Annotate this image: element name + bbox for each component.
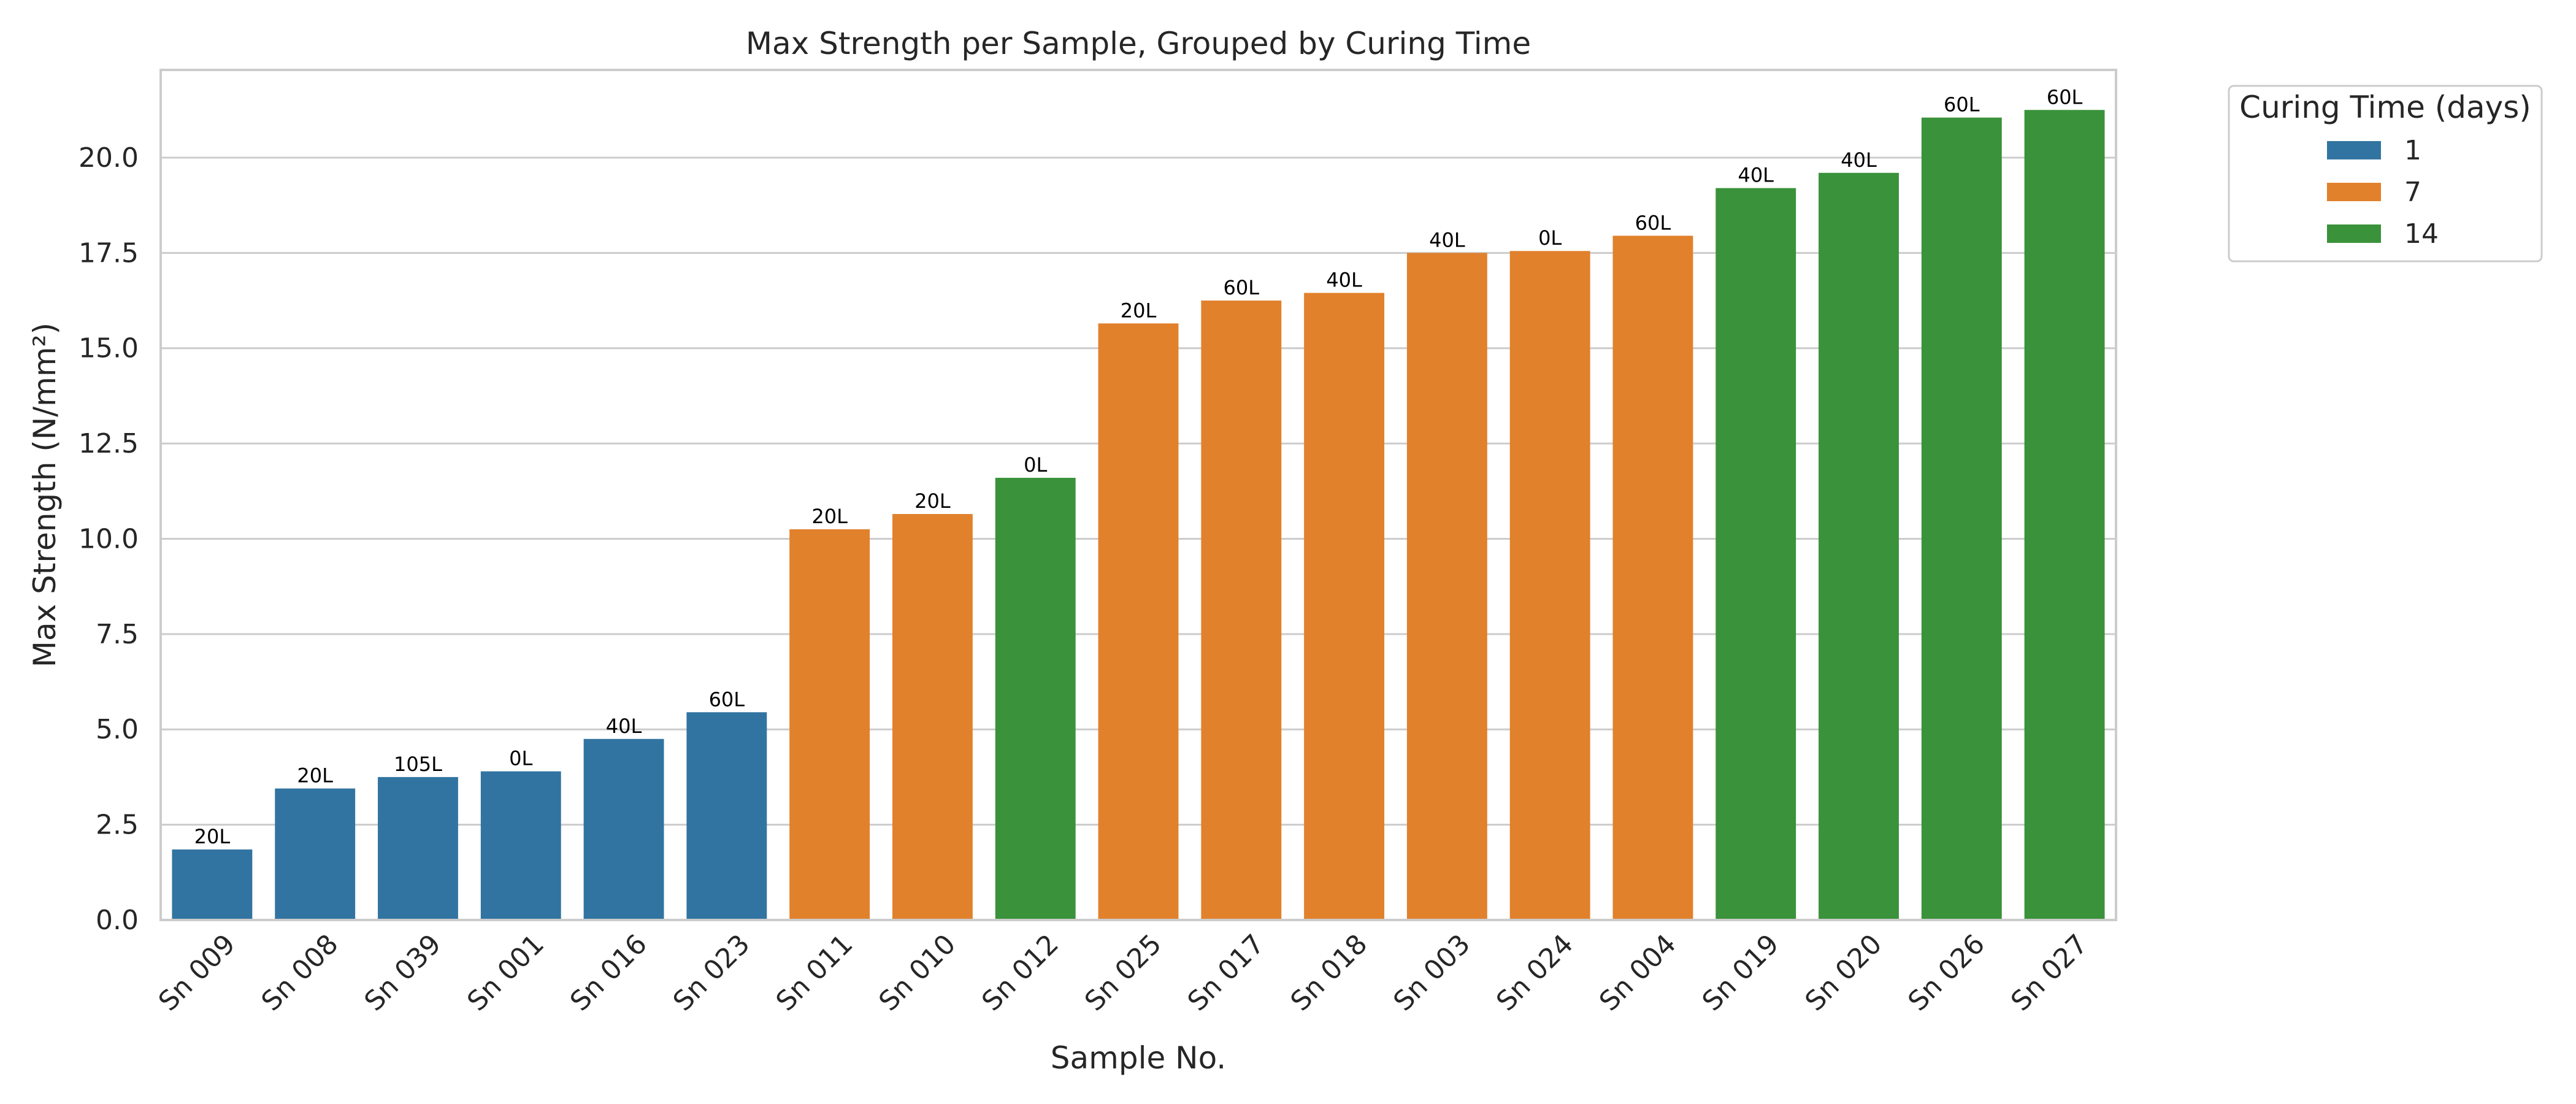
- plot-frame: [159, 69, 2117, 921]
- bar-value-label: 40L: [1326, 269, 1362, 292]
- bar: [1304, 293, 1385, 920]
- bar-value-label: 0L: [1538, 226, 1562, 250]
- bar-value-label: 0L: [509, 747, 532, 770]
- bar: [1098, 323, 1179, 920]
- x-axis-label: Sample No.: [1051, 1040, 1226, 1076]
- bar-value-label: 60L: [2047, 85, 2083, 109]
- bar-value-label: 20L: [1121, 299, 1157, 322]
- bar: [480, 771, 561, 920]
- bar-value-label: 20L: [297, 764, 333, 788]
- legend-box: [2228, 85, 2543, 263]
- y-tick-label: 20.0: [79, 142, 139, 174]
- bar-value-label: 40L: [606, 715, 642, 738]
- bar: [1612, 236, 1693, 920]
- bar-value-label: 20L: [811, 505, 848, 528]
- legend-label: 1: [2404, 135, 2421, 166]
- bar: [1921, 117, 2002, 921]
- legend-swatch: [2327, 141, 2381, 159]
- bar: [1819, 172, 1899, 920]
- y-tick-label: 2.5: [96, 810, 139, 841]
- y-tick-label: 17.5: [79, 237, 139, 269]
- bar-value-label: 60L: [709, 688, 745, 711]
- y-tick-label: 0.0: [96, 905, 139, 936]
- legend-label: 14: [2404, 218, 2439, 250]
- chart-title: Max Strength per Sample, Grouped by Curi…: [746, 26, 1531, 61]
- y-tick-label: 7.5: [96, 619, 139, 650]
- bar: [1201, 301, 1282, 920]
- y-tick-labels: 0.0 2.5 5.0 7.5 10.0 12.5 15.0 17.5 20.0: [79, 142, 139, 936]
- bar: [378, 776, 458, 920]
- y-axis-label: Max Strength (N/mm²): [27, 323, 63, 667]
- bar-value-label: 40L: [1738, 164, 1774, 187]
- bar: [789, 529, 870, 920]
- bars: [172, 110, 2105, 921]
- bar-value-label: 60L: [1635, 211, 1671, 234]
- bar: [275, 788, 356, 920]
- bar: [172, 849, 253, 920]
- bar-value-label: 105L: [394, 753, 442, 776]
- bar-value-label: 20L: [194, 825, 231, 848]
- bar: [1406, 253, 1487, 921]
- bar-value-label: 60L: [1944, 93, 1980, 117]
- bar-labels: 20L 20L 105L 0L 40L 60L 20L 20L 0L 20L 60L 40L 40L 0L…: [194, 85, 2083, 848]
- bar: [2024, 110, 2105, 920]
- y-tick-label: 5.0: [96, 714, 139, 745]
- legend-swatch: [2327, 183, 2381, 201]
- bar-value-label: 60L: [1224, 276, 1260, 299]
- bar-value-label: 40L: [1429, 228, 1465, 251]
- y-tick-label: 12.5: [79, 428, 139, 459]
- bar: [1509, 251, 1590, 920]
- y-tick-label: 10.0: [79, 523, 139, 554]
- bar-value-label: 0L: [1024, 453, 1047, 477]
- legend-label: 7: [2404, 177, 2421, 208]
- legend-title: Curing Time (days): [2239, 90, 2531, 125]
- bar: [686, 712, 767, 920]
- legend-swatch: [2327, 224, 2381, 243]
- bar: [583, 738, 664, 920]
- bar: [892, 514, 973, 920]
- bar-value-label: 40L: [1841, 148, 1877, 172]
- bar: [995, 478, 1076, 920]
- y-tick-label: 15.0: [79, 333, 139, 364]
- bar: [1715, 188, 1796, 921]
- bar-value-label: 20L: [914, 489, 951, 513]
